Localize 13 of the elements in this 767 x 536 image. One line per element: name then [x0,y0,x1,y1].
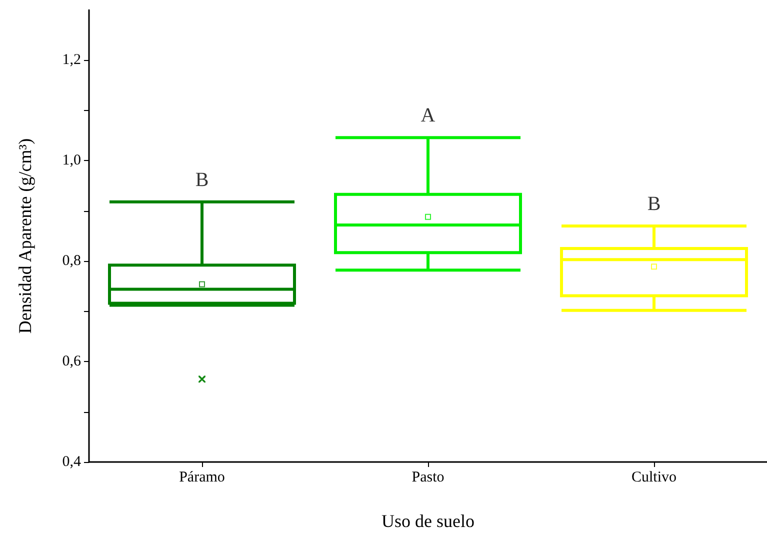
y-tick-label: 1,0 [62,152,81,169]
y-tick-label: 0,6 [62,354,82,370]
y-tick-label: 0,8 [62,253,81,270]
y-tick-label: 1,2 [62,52,81,68]
annotation: B [195,168,209,191]
y-axis-title: Densidad Aparente (g/cm³) [15,138,35,334]
x-tick-label: Pasto [412,470,444,486]
annotation: A [420,104,436,127]
x-tick-label: Páramo [179,470,225,486]
x-axis-title: Uso de suelo [382,511,474,531]
annotation: B [647,192,661,215]
x-tick-label: Cultivo [631,470,677,486]
y-tick-label: 0,4 [62,454,82,470]
